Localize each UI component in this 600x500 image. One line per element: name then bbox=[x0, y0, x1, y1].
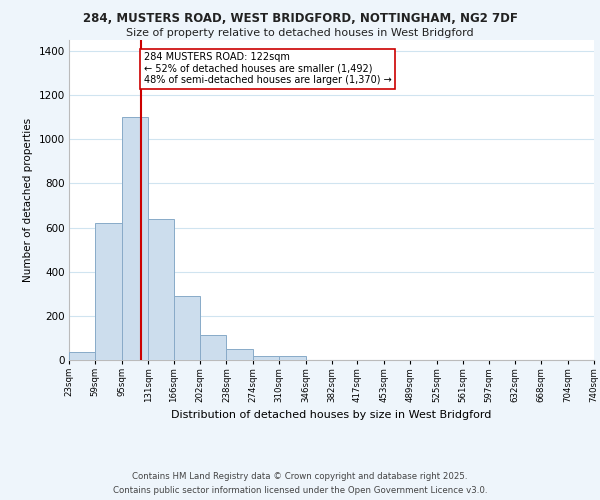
Bar bbox=[279, 356, 305, 360]
Bar bbox=[226, 349, 253, 360]
Bar bbox=[174, 296, 200, 360]
Bar bbox=[200, 334, 226, 360]
Bar bbox=[69, 352, 95, 360]
Text: Contains HM Land Registry data © Crown copyright and database right 2025.: Contains HM Land Registry data © Crown c… bbox=[132, 472, 468, 481]
Bar bbox=[122, 117, 148, 360]
Text: 284, MUSTERS ROAD, WEST BRIDGFORD, NOTTINGHAM, NG2 7DF: 284, MUSTERS ROAD, WEST BRIDGFORD, NOTTI… bbox=[83, 12, 517, 26]
Text: Size of property relative to detached houses in West Bridgford: Size of property relative to detached ho… bbox=[126, 28, 474, 38]
Bar bbox=[148, 219, 174, 360]
Y-axis label: Number of detached properties: Number of detached properties bbox=[23, 118, 33, 282]
Bar bbox=[95, 223, 122, 360]
Text: Contains public sector information licensed under the Open Government Licence v3: Contains public sector information licen… bbox=[113, 486, 487, 495]
Text: 284 MUSTERS ROAD: 122sqm
← 52% of detached houses are smaller (1,492)
48% of sem: 284 MUSTERS ROAD: 122sqm ← 52% of detach… bbox=[143, 52, 391, 86]
X-axis label: Distribution of detached houses by size in West Bridgford: Distribution of detached houses by size … bbox=[172, 410, 491, 420]
Bar bbox=[253, 356, 279, 360]
